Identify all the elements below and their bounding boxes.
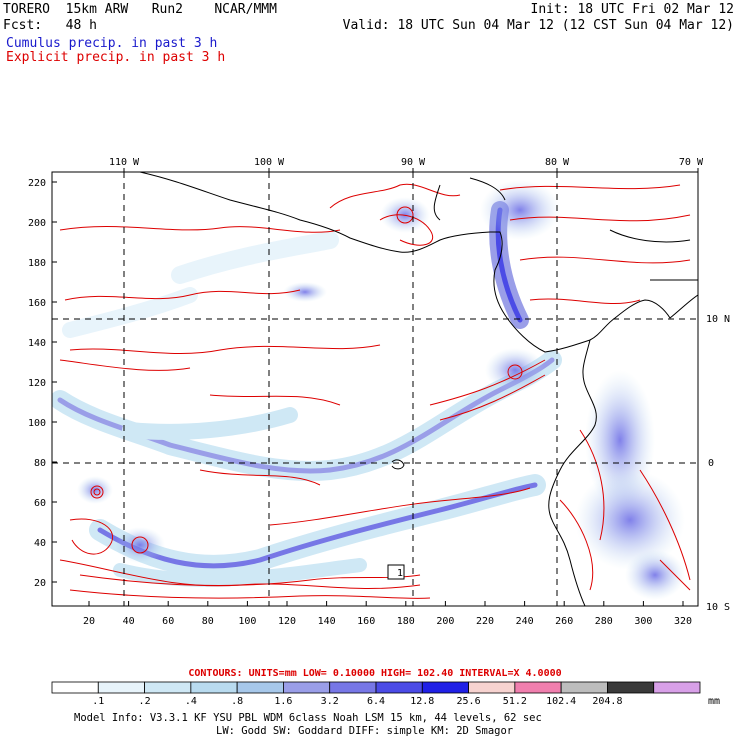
- y-tick-label: 120: [28, 378, 46, 389]
- cumulus-precip-label: Cumulus precip. in past 3 h: [6, 36, 218, 51]
- model-title: TORERO 15km ARW Run2 NCAR/MMM: [3, 2, 277, 17]
- x-tick-label: 120: [278, 616, 296, 627]
- cumulus-precip-field: [52, 201, 562, 587]
- colorbar-label: 25.6: [457, 696, 481, 707]
- y-tick-label: 180: [28, 258, 46, 269]
- x-tick-label: 200: [436, 616, 454, 627]
- colorbar-swatch: [468, 681, 516, 694]
- top-ticks: [123, 168, 699, 172]
- init-time: Init: 18 UTC Fri 02 Mar 12: [530, 2, 735, 17]
- lat-label: 10 N: [706, 314, 730, 325]
- longitude-labels: 110 W 100 W 90 W 80 W 70 W: [109, 157, 704, 168]
- colorbar-label: 102.4: [546, 696, 576, 707]
- colorbar-swatch: [283, 681, 331, 694]
- forecast-hour: Fcst: 48 h: [3, 18, 97, 33]
- x-tick-label: 140: [318, 616, 336, 627]
- colorbar-label: .8: [231, 696, 243, 707]
- contours-info: CONTOURS: UNITS=mm LOW= 0.10000 HIGH= 10…: [188, 668, 561, 679]
- colorbar-swatch: [144, 681, 192, 694]
- colorbar-swatch: [607, 681, 655, 694]
- colorbar-swatch: [514, 681, 562, 694]
- x-tick-label: 300: [634, 616, 652, 627]
- model-info: Model Info: V3.3.1 KF YSU PBL WDM 6class…: [74, 712, 542, 724]
- colorbar-swatch: [375, 681, 423, 694]
- colorbar-swatch: [329, 681, 377, 694]
- x-tick-label: 60: [162, 616, 174, 627]
- colorbar-label: .4: [185, 696, 197, 707]
- y-tick-label: 20: [34, 578, 46, 589]
- lon-label: 110 W: [109, 157, 140, 168]
- x-tick-label: 100: [238, 616, 256, 627]
- colorbar-label: 6.4: [367, 696, 385, 707]
- valid-time: Valid: 18 UTC Sun 04 Mar 12 (12 CST Sun …: [342, 18, 734, 33]
- colorbar-label: 3.2: [321, 696, 339, 707]
- colorbar: [51, 681, 701, 694]
- x-tick-label: 260: [555, 616, 573, 627]
- x-tick-label: 160: [357, 616, 375, 627]
- latitude-labels: 10 N 0 10 S: [706, 314, 730, 613]
- map-frame: [51, 171, 699, 607]
- y-tick-label: 60: [34, 498, 46, 509]
- x-axis-ticks: 20 40 60 80 100 120 140 160 180 200 220 240 260 280 30…: [83, 601, 692, 627]
- lon-label: 70 W: [679, 157, 704, 168]
- explicit-precip-contours: [59, 183, 691, 599]
- colorbar-swatch: [421, 681, 469, 694]
- x-tick-label: 40: [123, 616, 135, 627]
- x-tick-label: 180: [397, 616, 415, 627]
- lon-label: 90 W: [401, 157, 426, 168]
- colorbar-label: 204.8: [592, 696, 622, 707]
- y-tick-label: 160: [28, 298, 46, 309]
- colorbar-label: 51.2: [503, 696, 527, 707]
- latlon-grid: [52, 172, 698, 606]
- physics-info: LW: Godd SW: Goddard DIFF: simple KM: 2D…: [216, 725, 513, 737]
- y-tick-label: 220: [28, 178, 46, 189]
- lat-label: 10 S: [706, 602, 730, 613]
- colorbar-swatch: [560, 681, 608, 694]
- colorbar-label: .1: [92, 696, 104, 707]
- lon-label: 80 W: [545, 157, 570, 168]
- x-tick-label: 20: [83, 616, 95, 627]
- lon-label: 100 W: [254, 157, 285, 168]
- x-tick-label: 320: [674, 616, 692, 627]
- y-tick-label: 40: [34, 538, 46, 549]
- y-tick-label: 140: [28, 338, 46, 349]
- coastlines: [139, 172, 698, 606]
- colorbar-swatch: [653, 681, 701, 694]
- colorbar-label: .2: [139, 696, 151, 707]
- colorbar-swatch: [190, 681, 238, 694]
- x-tick-label: 280: [595, 616, 613, 627]
- colorbar-label: 12.8: [410, 696, 434, 707]
- map-plot-area: [52, 172, 698, 606]
- lat-label: 0: [708, 458, 714, 469]
- y-tick-label: 100: [28, 418, 46, 429]
- colorbar-swatch: [51, 681, 99, 694]
- y-axis-ticks: 220 200 180 160 140 120 100 80 60 40 20: [28, 178, 57, 589]
- colorbar-labels: .1 .2 .4 .8 1.6 3.2 6.4 12.8 25.6 51.2 102.4 204.8: [92, 696, 622, 707]
- explicit-precip-label: Explicit precip. in past 3 h: [6, 50, 226, 65]
- colorbar-swatch: [97, 681, 145, 694]
- y-tick-label: 80: [34, 458, 46, 469]
- x-tick-label: 80: [202, 616, 214, 627]
- colorbar-label: 1.6: [274, 696, 292, 707]
- colorbar-swatch: [236, 681, 284, 694]
- colorbar-unit: mm: [708, 696, 720, 707]
- x-tick-label: 240: [516, 616, 534, 627]
- box-label: 1: [397, 568, 403, 579]
- x-tick-label: 220: [476, 616, 494, 627]
- y-tick-label: 200: [28, 218, 46, 229]
